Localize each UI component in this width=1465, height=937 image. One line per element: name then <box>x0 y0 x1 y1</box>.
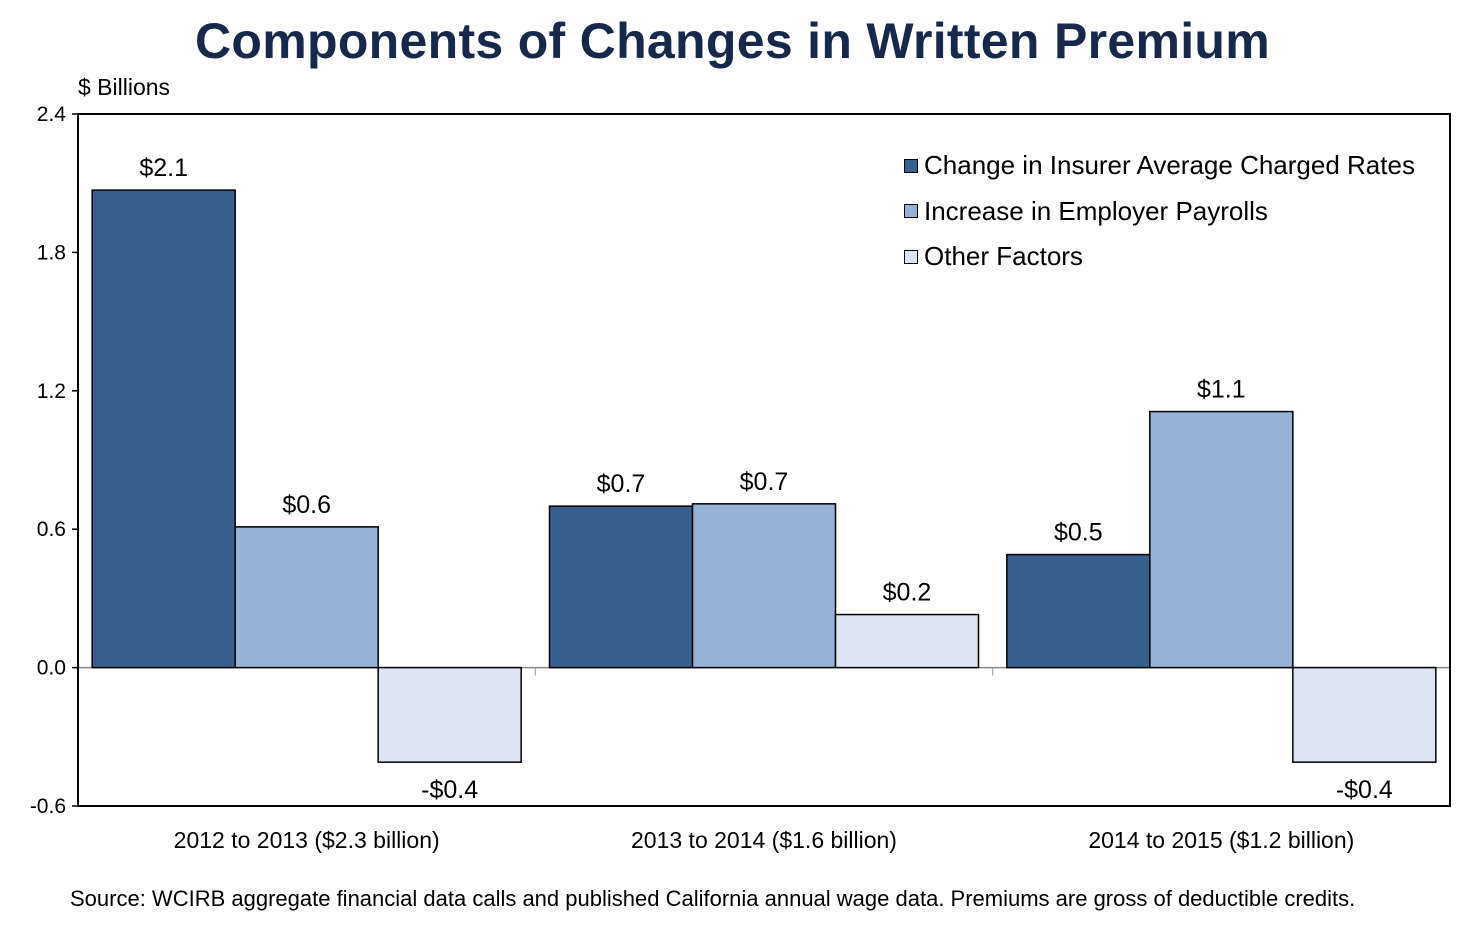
bar <box>377 666 522 763</box>
bar <box>234 526 379 669</box>
source-note: Source: WCIRB aggregate financial data c… <box>70 886 1356 911</box>
legend-label-other: Other Factors <box>924 241 1083 272</box>
y-tick-label: 1.8 <box>37 241 66 264</box>
bar-data-label: $0.5 <box>1054 519 1103 547</box>
bar-data-label: $2.1 <box>139 154 188 182</box>
bar <box>1292 666 1437 763</box>
bar-data-label: -$0.4 <box>1336 776 1393 804</box>
chart-title: Components of Changes in Written Premium <box>194 13 1271 69</box>
y-tick-label: -0.6 <box>30 795 66 818</box>
legend-item-rates: Change in Insurer Average Charged Rates <box>904 143 1415 189</box>
legend-item-other: Other Factors <box>904 234 1415 280</box>
bar <box>1006 553 1151 669</box>
y-axis-unit-label: $ Billions <box>78 74 171 100</box>
bar <box>91 189 236 669</box>
bar <box>1149 410 1294 669</box>
legend-item-payrolls: Increase in Employer Payrolls <box>904 189 1415 235</box>
bar <box>548 505 694 669</box>
legend-swatch-rates <box>904 158 918 173</box>
legend-label-payrolls: Increase in Employer Payrolls <box>924 195 1268 226</box>
y-tick-label: 2.4 <box>37 103 67 126</box>
bar-data-label: $0.7 <box>597 470 646 498</box>
bar-data-label: -$0.4 <box>421 776 478 804</box>
y-tick-label: 0.6 <box>37 518 66 541</box>
y-tick-label: 1.2 <box>37 380 66 403</box>
bar-data-label: $0.6 <box>282 491 331 519</box>
x-category-label: 2014 to 2015 ($1.2 billion) <box>1088 827 1354 853</box>
legend-label-rates: Change in Insurer Average Charged Rates <box>924 150 1415 181</box>
x-category-label: 2013 to 2014 ($1.6 billion) <box>631 827 897 853</box>
bar <box>834 613 980 669</box>
x-category-label: 2012 to 2013 ($2.3 billion) <box>174 827 440 853</box>
bar-data-label: $0.2 <box>883 579 932 607</box>
plot-area-frame <box>77 113 1451 807</box>
y-tick-label: 0.0 <box>37 657 66 680</box>
legend-swatch-payrolls <box>904 204 918 219</box>
bar-data-label: $1.1 <box>1197 376 1246 404</box>
chart-legend: Change in Insurer Average Charged Rates … <box>904 143 1415 280</box>
legend-swatch-other <box>904 249 918 264</box>
bar-data-label: $0.7 <box>740 468 789 496</box>
bar <box>691 503 837 669</box>
